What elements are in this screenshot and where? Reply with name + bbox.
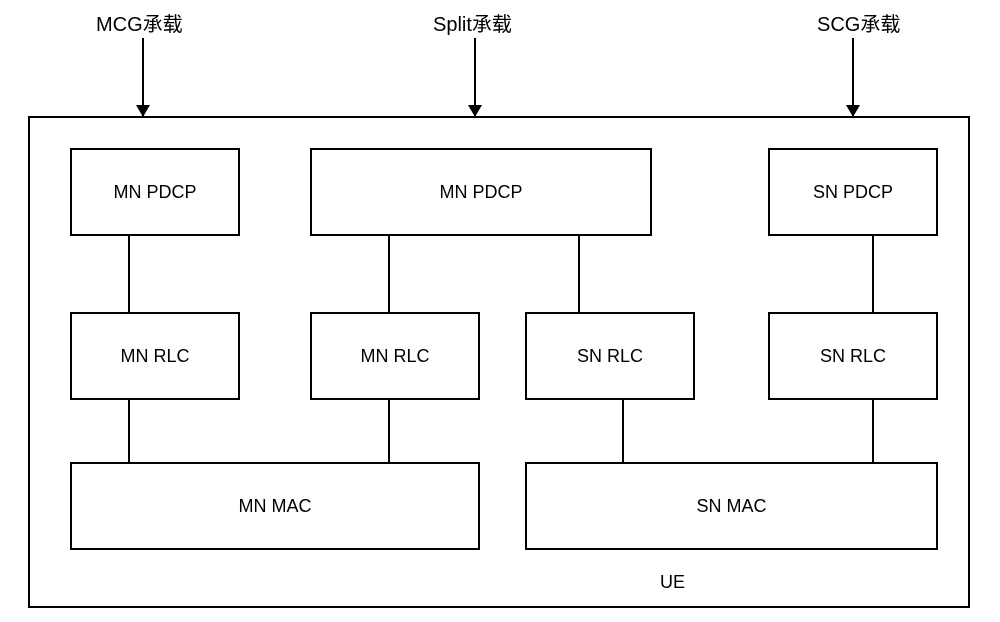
connector-left-pdcp-rlc	[128, 236, 130, 312]
mcg-arrow	[142, 38, 144, 116]
mn-pdcp-left-block: MN PDCP	[70, 148, 240, 236]
split-arrow	[474, 38, 476, 116]
connector-mid-pdcp-rlc-right	[578, 236, 580, 312]
scg-arrow	[852, 38, 854, 116]
connector-left-rlc-mac	[128, 400, 130, 462]
ue-label: UE	[660, 572, 685, 593]
split-bearer-label: Split承载	[433, 8, 512, 37]
sn-mac-block: SN MAC	[525, 462, 938, 550]
mcg-bearer-label: MCG承载	[96, 8, 183, 37]
connector-mid-pdcp-rlc-left	[388, 236, 390, 312]
sn-rlc-right-block: SN RLC	[768, 312, 938, 400]
connector-mid-rlc-mac-right	[622, 400, 624, 462]
connector-right-rlc-mac	[872, 400, 874, 462]
scg-bearer-label: SCG承载	[817, 8, 900, 37]
connector-mid-rlc-mac-left	[388, 400, 390, 462]
sn-rlc-mid-block: SN RLC	[525, 312, 695, 400]
mn-rlc-mid-block: MN RLC	[310, 312, 480, 400]
mn-mac-block: MN MAC	[70, 462, 480, 550]
mn-rlc-left-block: MN RLC	[70, 312, 240, 400]
mn-pdcp-mid-block: MN PDCP	[310, 148, 652, 236]
connector-right-pdcp-rlc	[872, 236, 874, 312]
sn-pdcp-block: SN PDCP	[768, 148, 938, 236]
